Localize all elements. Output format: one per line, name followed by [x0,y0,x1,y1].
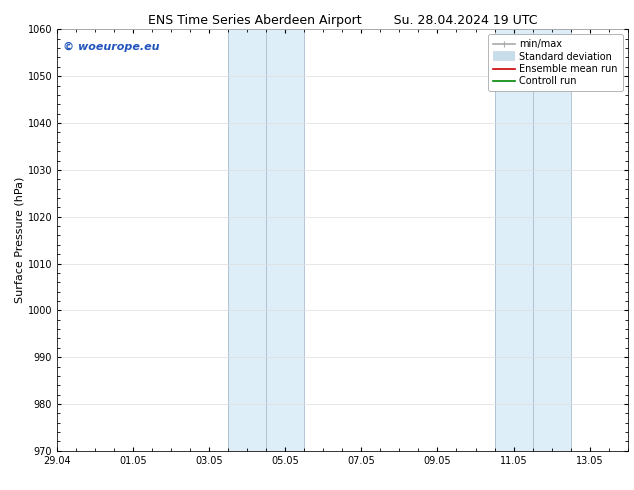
Legend: min/max, Standard deviation, Ensemble mean run, Controll run: min/max, Standard deviation, Ensemble me… [488,34,623,91]
Y-axis label: Surface Pressure (hPa): Surface Pressure (hPa) [15,177,25,303]
Bar [46,29,57,451]
Bar [495,29,571,451]
Bar [228,29,304,451]
Title: ENS Time Series Aberdeen Airport        Su. 28.04.2024 19 UTC: ENS Time Series Aberdeen Airport Su. 28.… [148,14,537,27]
Text: © woeurope.eu: © woeurope.eu [63,42,159,52]
